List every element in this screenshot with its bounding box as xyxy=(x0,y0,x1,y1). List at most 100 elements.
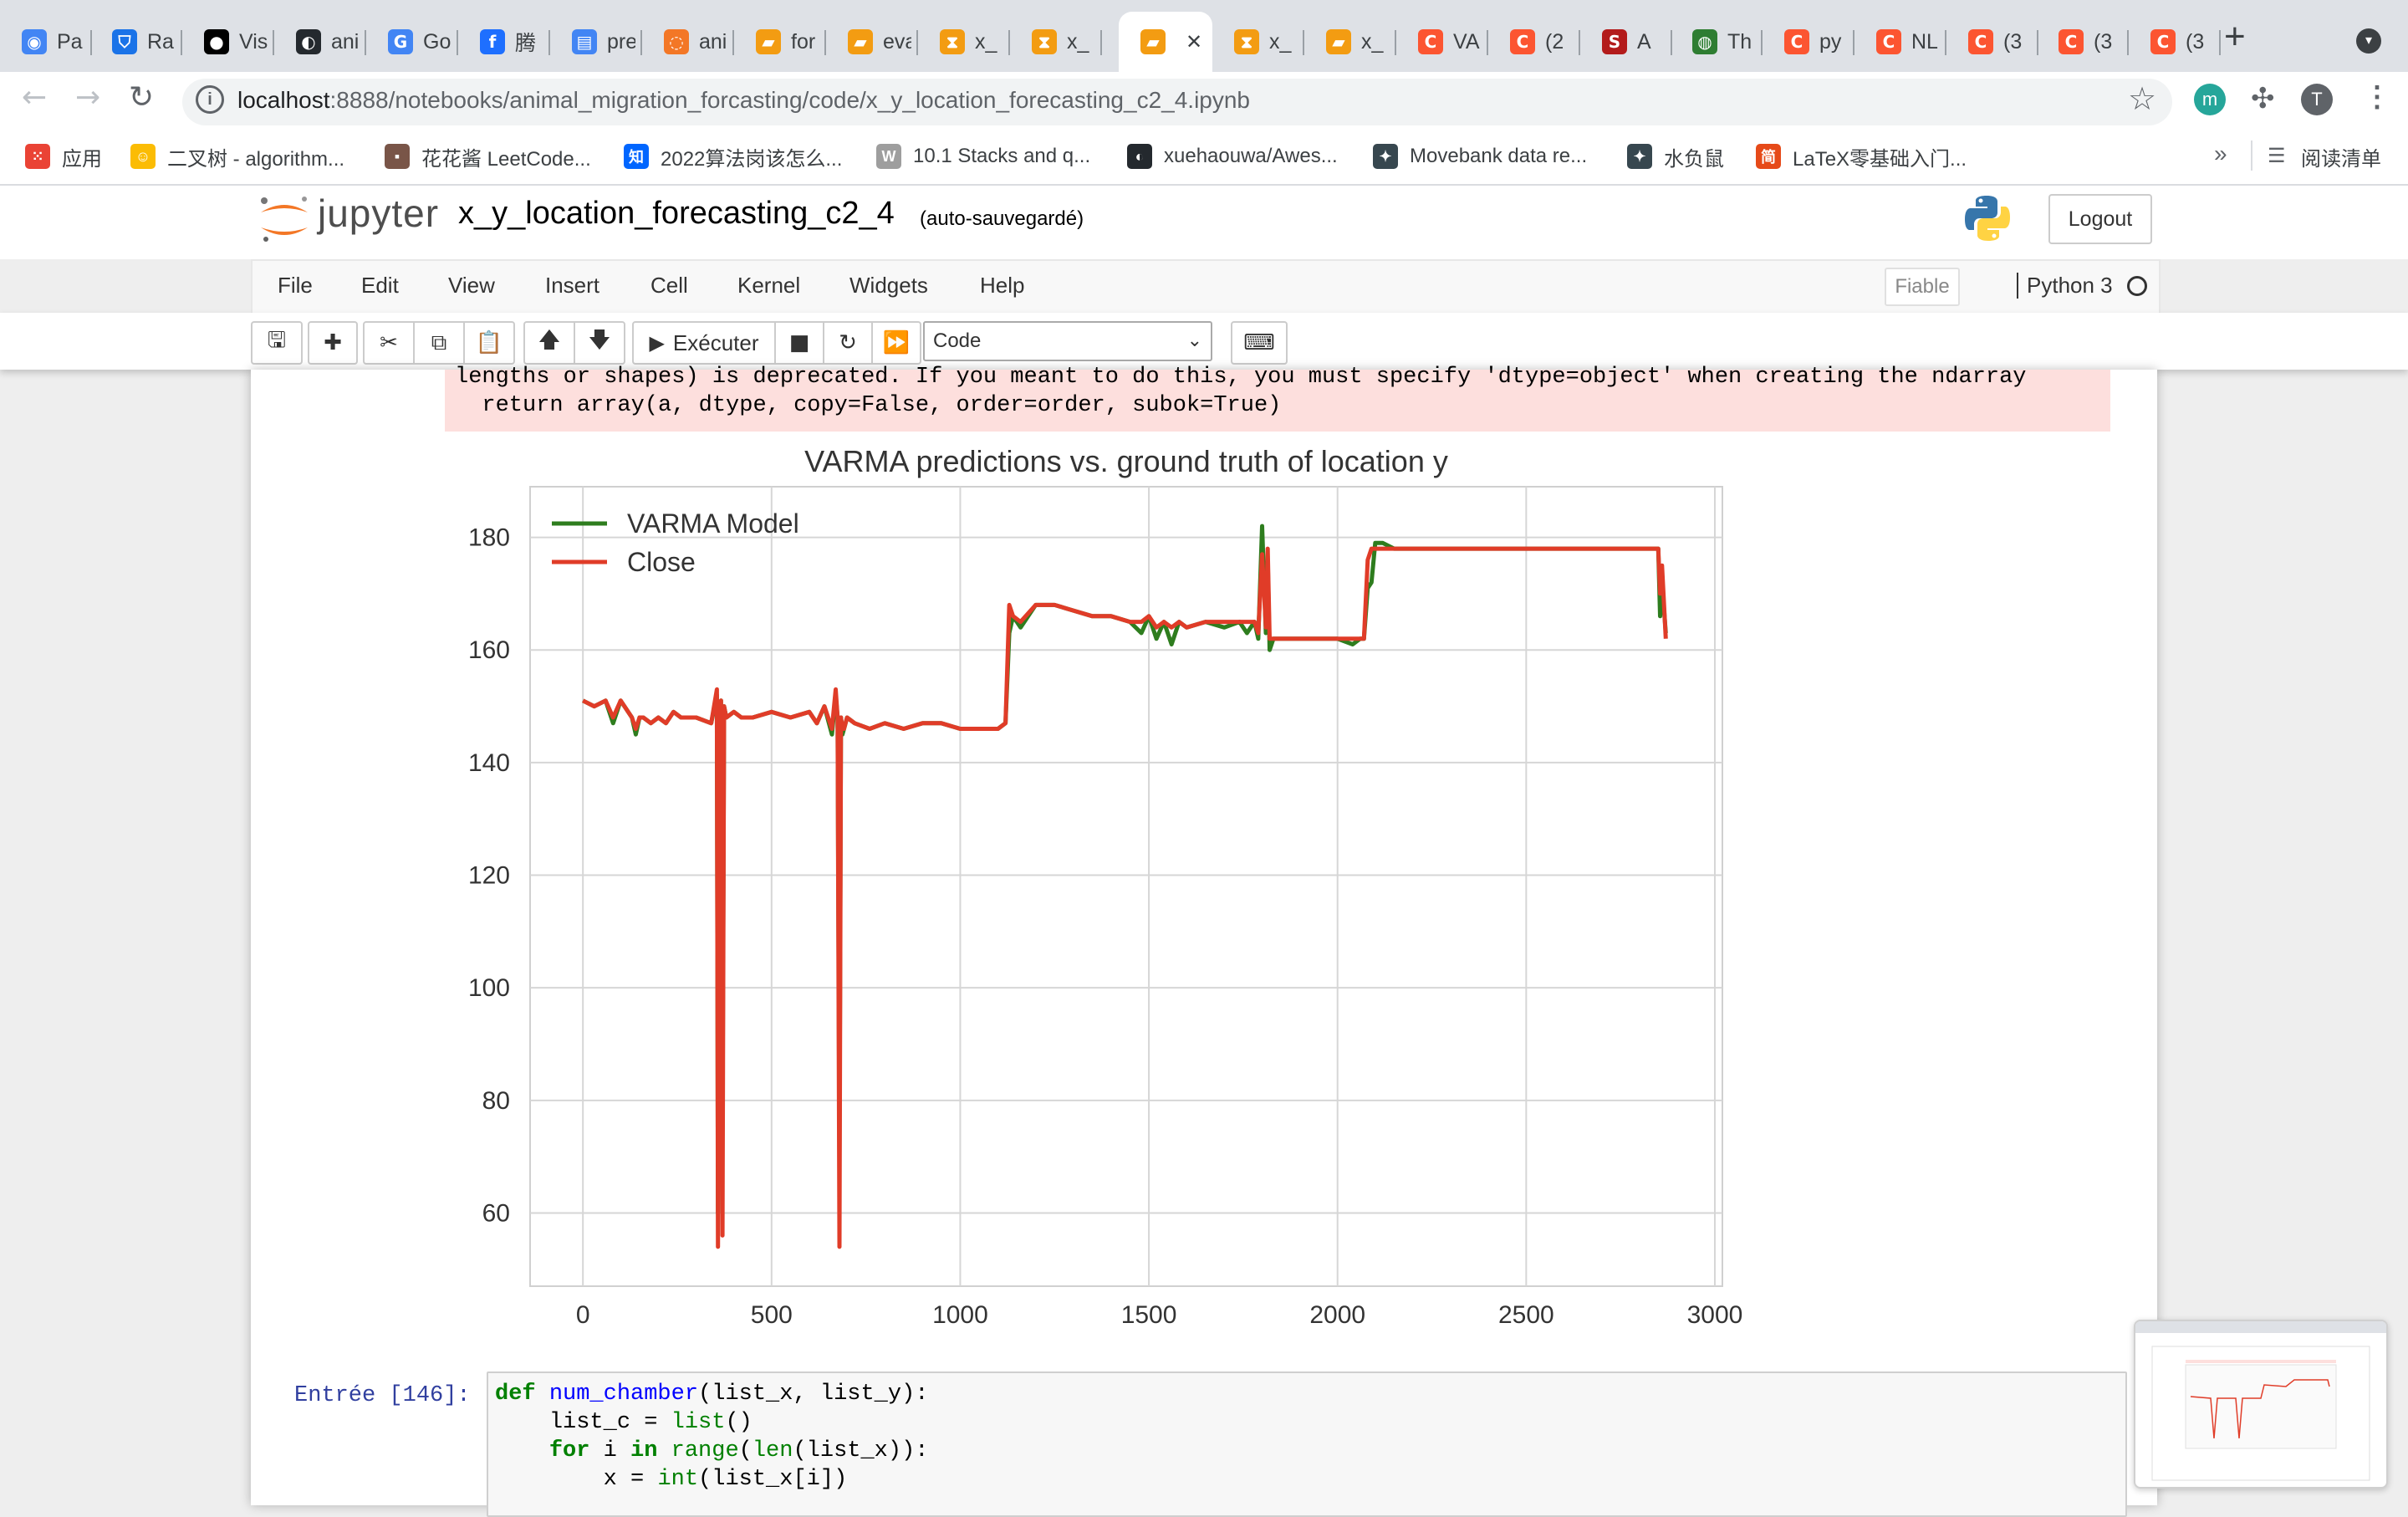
code-line: def num_chamber(list_x, list_y): xyxy=(495,1382,929,1407)
insert-cell-icon[interactable]: ✚ xyxy=(308,321,358,365)
bookmark-item[interactable]: ☺ 二叉树 - algorithm... xyxy=(130,142,344,171)
notebook-title[interactable]: x_y_location_forecasting_c2_4 xyxy=(458,196,895,231)
y-tick-label: 100 xyxy=(468,974,510,1002)
bookmark-label: Movebank data re... xyxy=(1410,145,1588,167)
code-cell-editor[interactable] xyxy=(487,1371,2127,1517)
tab[interactable]: ● Vis xyxy=(182,12,274,72)
stderr-output xyxy=(445,370,2110,432)
forward-arrow-icon[interactable]: → xyxy=(75,80,101,115)
profile-avatar[interactable]: T xyxy=(2301,84,2333,115)
tab[interactable]: ▰ for xyxy=(734,12,826,72)
tab[interactable]: C (3 xyxy=(2037,12,2129,72)
copy-icon[interactable]: ⧉ xyxy=(413,321,465,365)
menu-view[interactable]: View xyxy=(448,273,495,298)
csdn-icon: C xyxy=(2059,29,2084,54)
kernel-name[interactable]: Python 3 xyxy=(2017,273,2113,299)
tab[interactable]: ⧗ x_ xyxy=(1212,12,1304,72)
tab-separator xyxy=(273,30,274,55)
tab[interactable]: ▤ pre xyxy=(550,12,642,72)
hourglass-icon: ⧗ xyxy=(1032,29,1057,54)
tab-separator xyxy=(1579,30,1580,55)
address-bar[interactable] xyxy=(182,79,2172,125)
tab[interactable]: G Go xyxy=(366,12,458,72)
tab[interactable]: ◍ Th xyxy=(1671,12,1763,72)
keyboard-icon[interactable]: ⌨ xyxy=(1231,321,1288,365)
tab-separator xyxy=(824,30,826,55)
tab[interactable]: ▰ x_ xyxy=(1304,12,1396,72)
new-tab-button[interactable]: + xyxy=(2224,16,2246,57)
interrupt-icon[interactable]: ■ xyxy=(774,321,824,365)
menu-kernel[interactable]: Kernel xyxy=(737,273,801,298)
bookmark-item[interactable]: ⁙ 应用 xyxy=(25,142,102,171)
cut-icon[interactable]: ✂ xyxy=(363,321,415,365)
jupyter-icon: ◌ xyxy=(664,29,689,54)
w-icon: W xyxy=(876,144,901,169)
more-vert-icon[interactable]: ⋮ xyxy=(2363,81,2391,113)
tab[interactable]: ▰ eva xyxy=(826,12,918,72)
bookmark-star-icon[interactable]: ☆ xyxy=(2128,82,2157,117)
close-tab-icon[interactable]: ✕ xyxy=(1186,30,1203,54)
bookmark-item[interactable]: ▪ 花花酱 LeetCode... xyxy=(385,142,591,171)
menu-widgets[interactable]: Widgets xyxy=(849,273,928,298)
bookmark-item[interactable]: ✦ Movebank data re... xyxy=(1373,142,1587,171)
tab[interactable]: C (3 xyxy=(1946,12,2038,72)
tab-search-icon[interactable]: ▾ xyxy=(2356,28,2381,54)
reading-list-label[interactable]: 阅读清单 xyxy=(2301,148,2381,171)
url-path: :8888/notebooks/animal_migration_forcast… xyxy=(329,87,1251,113)
menu-cell[interactable]: Cell xyxy=(650,273,688,298)
tab[interactable]: ◐ ani xyxy=(274,12,366,72)
hourglass-icon: ⧗ xyxy=(940,29,965,54)
info-icon[interactable]: i xyxy=(196,85,224,114)
restart-run-all-icon[interactable]: ⏩ xyxy=(871,321,921,365)
tab[interactable]: ⧗ x_ xyxy=(1010,12,1102,72)
notebook-thumbnail-preview[interactable] xyxy=(2134,1320,2388,1489)
restart-icon[interactable]: ↻ xyxy=(823,321,873,365)
logout-button[interactable]: Logout xyxy=(2048,194,2152,244)
reading-list-icon[interactable]: ☰ xyxy=(2268,145,2286,167)
code-line: list_c = list() xyxy=(548,1410,752,1435)
save-icon[interactable]: 🖫 xyxy=(251,321,303,365)
tab[interactable]: C (2 xyxy=(1488,12,1580,72)
tab[interactable]: ⛉ Ra xyxy=(90,12,182,72)
menu-edit[interactable]: Edit xyxy=(361,273,399,298)
bookmark-item[interactable]: 知 2022算法岗该怎么... xyxy=(624,142,842,171)
url-text[interactable]: localhost:8888/notebooks/animal_migratio… xyxy=(237,87,1250,114)
tab[interactable]: ⧗ x_ xyxy=(918,12,1010,72)
tab-active[interactable]: ▰ ✕ xyxy=(1119,12,1212,72)
bookmark-item[interactable]: 简 LaTeX零基础入门... xyxy=(1756,142,1967,171)
back-arrow-icon[interactable]: ← xyxy=(22,80,48,115)
github-icon: ◐ xyxy=(1127,144,1152,169)
menu-file[interactable]: File xyxy=(278,273,313,298)
paste-icon[interactable]: 📋 xyxy=(463,321,515,365)
csdn-icon: C xyxy=(1784,29,1809,54)
tab-title: (2 xyxy=(1545,29,1564,54)
move-up-icon[interactable]: 🡅 xyxy=(523,321,575,365)
bookmarks-overflow-button[interactable]: » xyxy=(2214,140,2227,166)
bookmark-item[interactable]: ◐ xuehaouwa/Awes... xyxy=(1127,142,1338,171)
menu-help[interactable]: Help xyxy=(980,273,1025,298)
bookmark-item[interactable]: W 10.1 Stacks and q... xyxy=(876,142,1090,171)
tab[interactable]: ◌ ani xyxy=(642,12,734,72)
bookmark-item[interactable]: ✦ 水负鼠 xyxy=(1627,142,1724,171)
jupyter-logo-icon[interactable] xyxy=(256,194,313,244)
tab[interactable]: C VA xyxy=(1396,12,1488,72)
reload-icon[interactable]: ↻ xyxy=(129,80,155,115)
move-down-icon[interactable]: 🡇 xyxy=(574,321,625,365)
extensions-puzzle-icon[interactable]: ✣ xyxy=(2251,82,2275,115)
trusted-indicator[interactable]: Fiable xyxy=(1885,268,1960,306)
jupyter-wordmark[interactable]: jupyter xyxy=(318,192,440,235)
tab-title: A xyxy=(1637,29,1651,54)
extension-avatar[interactable]: m xyxy=(2194,84,2226,115)
tab-separator xyxy=(2219,30,2221,55)
menu-insert[interactable]: Insert xyxy=(545,273,600,298)
tab[interactable]: C NL xyxy=(1854,12,1946,72)
tab-title: VA xyxy=(1453,29,1480,54)
tab[interactable]: ◉ Pa xyxy=(0,12,92,72)
run-button[interactable]: ▶ Exécuter xyxy=(632,321,776,365)
cell-type-select[interactable]: Code ⌄ xyxy=(923,321,1212,361)
tab-title: NL xyxy=(1911,29,1938,54)
tab[interactable]: C (3 xyxy=(2129,12,2221,72)
